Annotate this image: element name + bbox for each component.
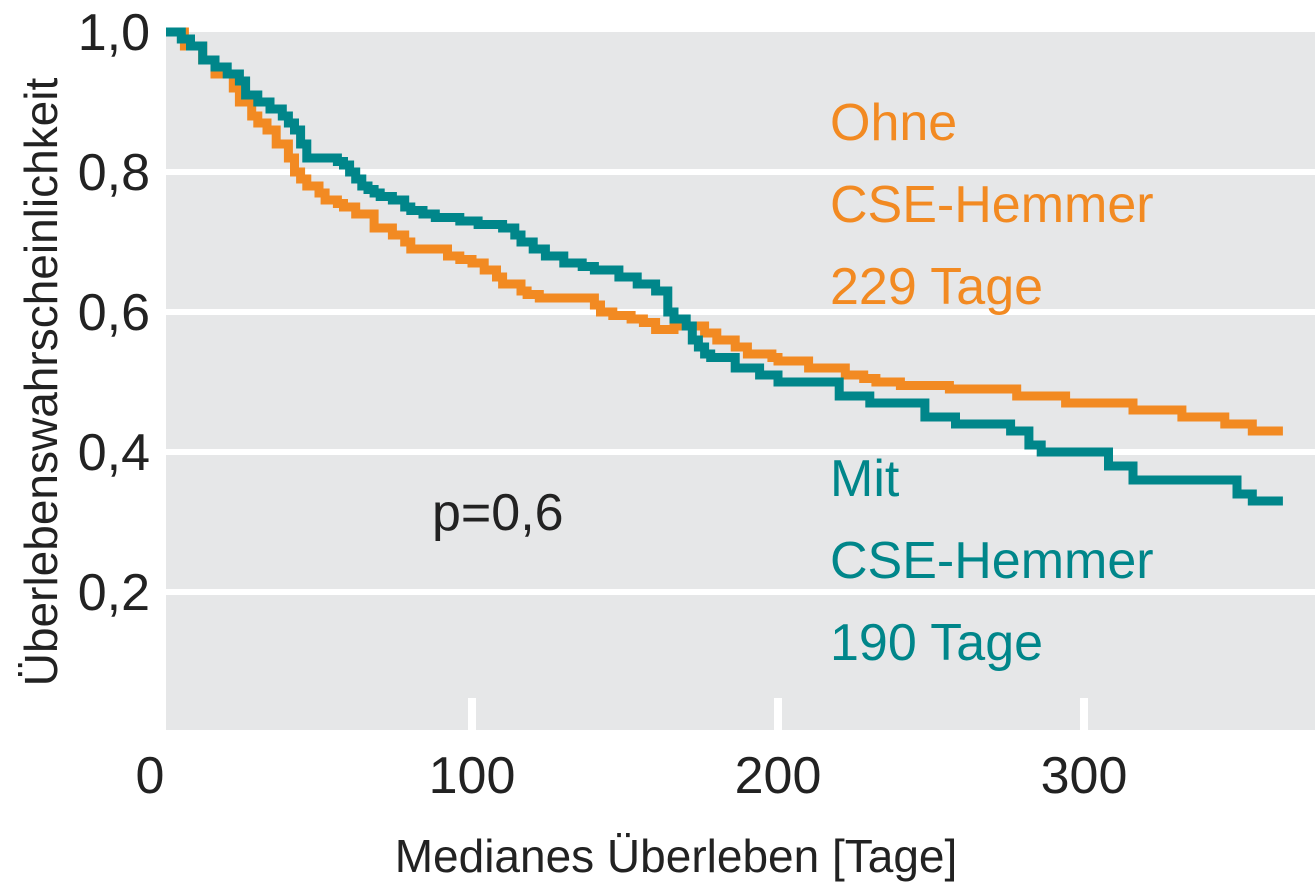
legend-ohne: Ohne CSE-Hemmer 229 Tage	[830, 94, 1154, 316]
series-line-ohne	[166, 27, 1283, 436]
plot-background	[166, 32, 1315, 730]
y-tick-label: 0,4	[78, 424, 150, 482]
x-tick-label: 100	[429, 747, 516, 805]
x-tick-labels: 0 100 200 300	[136, 747, 1128, 805]
legend-mit-line-1: Mit	[830, 450, 900, 508]
y-tick-labels: 0,2 0,4 0,6 0,8 1,0	[78, 4, 150, 622]
legend-mit-line-3: 190 Tage	[830, 614, 1043, 672]
x-tick-label: 300	[1041, 747, 1128, 805]
y-tick-label: 0,2	[78, 564, 150, 622]
legend-ohne-line-2: CSE-Hemmer	[830, 176, 1154, 234]
legend-mit: Mit CSE-Hemmer 190 Tage	[830, 450, 1154, 672]
y-tick-label: 0,6	[78, 284, 150, 342]
x-axis-label: Medianes Überleben [Tage]	[395, 830, 958, 882]
y-axis-label: Überlebenswahrscheinlichkeit	[15, 78, 67, 687]
y-tick-label: 1,0	[78, 4, 150, 62]
series-line-mit	[166, 27, 1283, 506]
series-lines	[166, 27, 1283, 506]
legend-mit-line-2: CSE-Hemmer	[830, 532, 1154, 590]
x-tick-label: 0	[136, 747, 165, 805]
legend-ohne-line-1: Ohne	[830, 94, 957, 152]
x-tick-label: 200	[735, 747, 822, 805]
y-tick-label: 0,8	[78, 144, 150, 202]
legend-ohne-line-3: 229 Tage	[830, 258, 1043, 316]
p-value-annotation: p=0,6	[432, 484, 564, 542]
